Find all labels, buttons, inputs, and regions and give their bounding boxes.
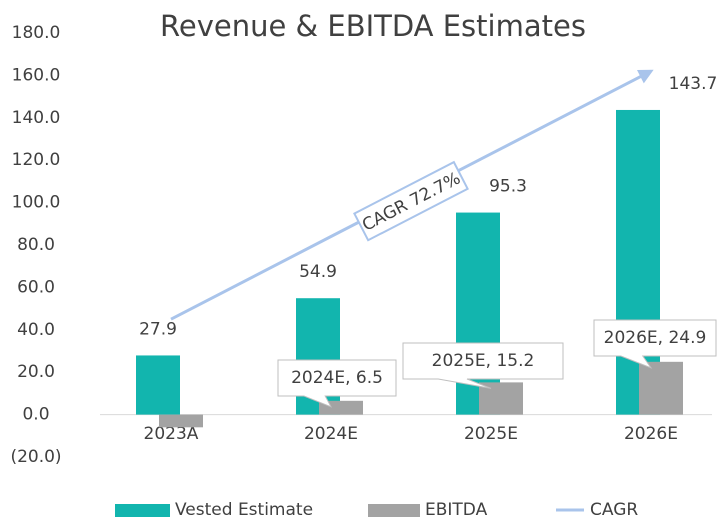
y-tick-label: 120.0 (12, 150, 61, 170)
callout (402, 342, 564, 389)
x-tick-label: 2026E (624, 424, 678, 444)
cagr-annotation: CAGR 72.7% (353, 160, 469, 242)
cagr-box (353, 160, 469, 242)
value-label: 95.3 (489, 177, 527, 197)
y-tick-label: 20.0 (17, 362, 55, 382)
y-tick-label: 60.0 (17, 277, 55, 297)
bar (639, 361, 683, 415)
y-tick-label: 100.0 (12, 193, 61, 213)
bar (159, 414, 203, 428)
x-tick-label: 2023A (144, 424, 199, 444)
legend-swatch (115, 504, 170, 517)
y-tick-label: 0.0 (22, 405, 49, 425)
legend-swatch (368, 504, 420, 517)
data-callout-label: 2025E, 15.2 (432, 351, 535, 371)
value-label: 143.7 (669, 74, 717, 94)
y-tick-label: 160.0 (12, 65, 61, 85)
value-label: 27.9 (139, 319, 177, 339)
data-callout-label: 2026E, 24.9 (604, 328, 707, 348)
chart-title: Revenue & EBITDA Estimates (160, 9, 586, 43)
bar (136, 355, 180, 415)
value-label: 54.9 (299, 262, 337, 282)
data-callout-label: 2024E, 6.5 (291, 368, 383, 388)
legend-label: Vested Estimate (175, 500, 313, 517)
y-tick-label: 40.0 (17, 320, 55, 340)
legend-label: CAGR (590, 500, 638, 517)
x-tick-label: 2025E (464, 424, 518, 444)
y-tick-label: 140.0 (12, 108, 61, 128)
y-tick-label: 80.0 (17, 235, 55, 255)
callout (277, 359, 397, 408)
y-tick-label: 180.0 (12, 23, 61, 43)
x-tick-label: 2024E (304, 424, 358, 444)
legend-label: EBITDA (425, 500, 488, 517)
callout (593, 319, 717, 369)
y-tick-label: (20.0) (10, 447, 61, 467)
